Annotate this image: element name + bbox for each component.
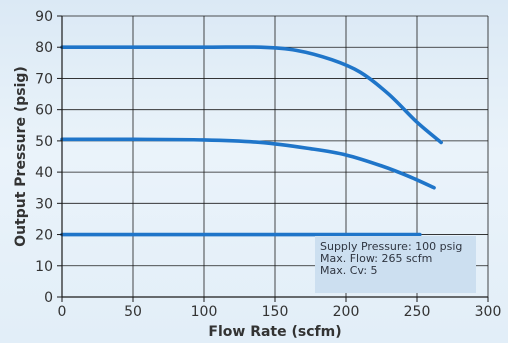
y-tick-label-80: 80	[35, 40, 53, 56]
series-50-psig-line	[60, 137, 436, 190]
x-tick-label-50: 50	[124, 304, 142, 320]
y-tick-label-0: 0	[44, 290, 53, 306]
y-tick-label-30: 30	[35, 196, 53, 212]
x-tick-label-300: 300	[475, 304, 502, 320]
series-layer	[60, 45, 443, 237]
annotation-line-max-cv: Max. Cv: 5	[320, 264, 378, 277]
x-tick-label-150: 150	[262, 304, 289, 320]
y-tick-label-20: 20	[35, 228, 53, 244]
x-tick-label-100: 100	[191, 304, 218, 320]
annotation-line-max-flow: Max. Flow: 265 scfm	[320, 252, 432, 265]
y-tick-label-60: 60	[35, 103, 53, 119]
annotation-box: Supply Pressure: 100 psig Max. Flow: 265…	[315, 236, 476, 293]
y-tick-label-40: 40	[35, 165, 53, 181]
annotation-line-supply-pressure: Supply Pressure: 100 psig	[320, 240, 462, 253]
y-tick-label-50: 50	[35, 134, 53, 150]
y-tick-label-70: 70	[35, 71, 53, 87]
y-tick-label-10: 10	[35, 259, 53, 275]
y-axis-title: Output Pressure (psig)	[13, 66, 29, 247]
x-tick-label-250: 250	[404, 304, 431, 320]
annotation-background	[315, 236, 476, 293]
axis-layer	[57, 15, 489, 302]
tick-labels: 0 10 20 30 40 50 60 70 80 90 0 50 100 150 200 250 300	[35, 9, 501, 320]
x-tick-label-0: 0	[58, 304, 67, 320]
x-tick-label-200: 200	[333, 304, 360, 320]
x-axis-title: Flow Rate (scfm)	[208, 324, 341, 340]
series-80-psig-line	[60, 45, 443, 145]
y-tick-label-90: 90	[35, 9, 53, 25]
